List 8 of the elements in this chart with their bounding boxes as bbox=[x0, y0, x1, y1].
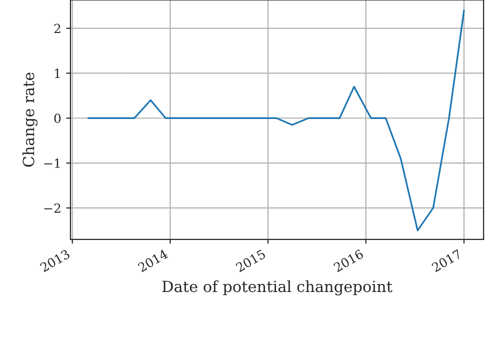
y-tick-label: 2 bbox=[54, 24, 60, 34]
y-tick-label: −1 bbox=[44, 158, 60, 168]
y-tick-label: −2 bbox=[44, 203, 60, 213]
y-tick-label: 1 bbox=[55, 68, 60, 78]
x-axis-title: Date of potential changepoint bbox=[162, 280, 392, 296]
y-tick-label: 0 bbox=[54, 114, 61, 124]
y-axis-title: Change rate bbox=[22, 72, 38, 167]
line-series bbox=[87, 9, 465, 232]
